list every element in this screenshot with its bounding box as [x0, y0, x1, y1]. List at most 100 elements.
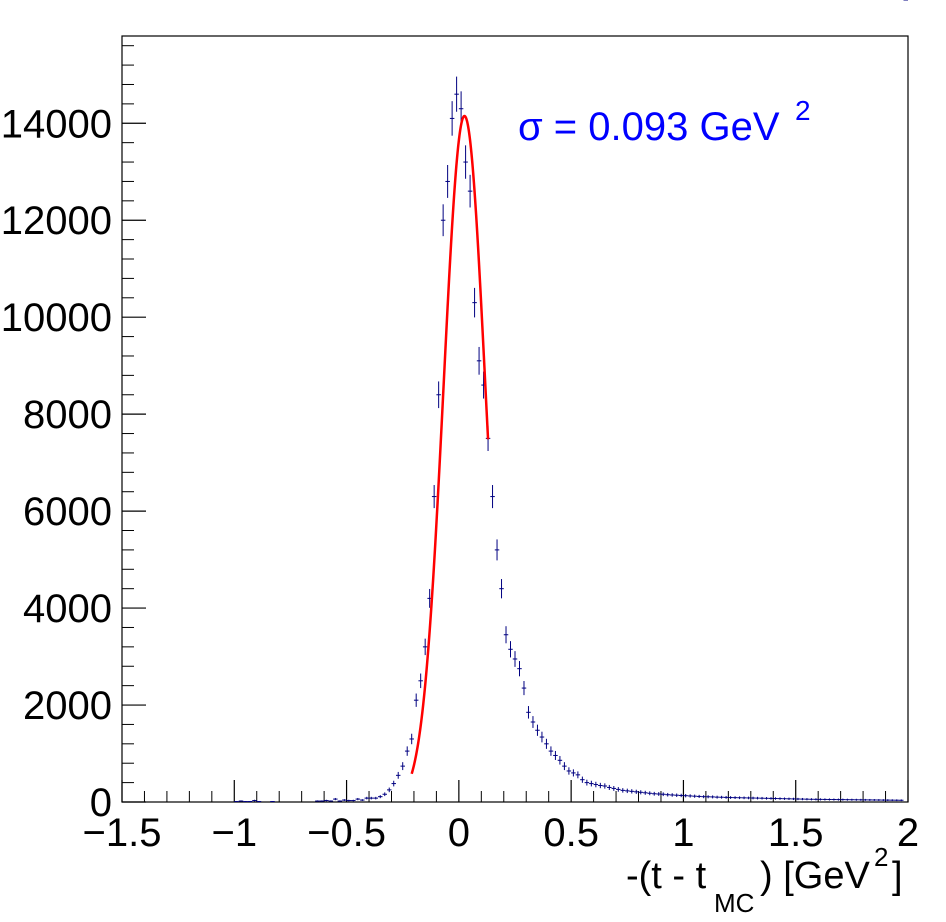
- data-point: [818, 798, 823, 801]
- data-point: [553, 750, 558, 760]
- data-point: [809, 798, 814, 801]
- data-point: [521, 681, 527, 696]
- svg-text:2: 2: [874, 842, 888, 872]
- data-point: [395, 771, 401, 779]
- data-point: [526, 706, 531, 719]
- data-point: [822, 798, 828, 801]
- data-point: [598, 782, 603, 789]
- data-point: [337, 800, 343, 802]
- data-point: [454, 76, 459, 112]
- data-point: [831, 798, 837, 801]
- data-point: [508, 641, 513, 658]
- x-tick-label: −0.5: [307, 811, 386, 855]
- x-tick-label: 0.5: [543, 811, 599, 855]
- data-point: [660, 792, 666, 797]
- data-point: [557, 756, 563, 765]
- data-point: [589, 780, 594, 787]
- data-point: [611, 785, 617, 791]
- data-point: [791, 797, 796, 801]
- data-point: [849, 798, 855, 801]
- svg-text:-(t - t: -(t - t: [626, 855, 707, 897]
- data-point: [490, 485, 495, 509]
- data-point: [467, 174, 473, 208]
- data-point: [503, 626, 509, 644]
- data-point: [750, 796, 756, 800]
- data-point: [252, 799, 257, 802]
- y-tick-label: 12000: [1, 199, 112, 243]
- data-point: [328, 800, 334, 802]
- data-point: [463, 145, 468, 179]
- data-point: [638, 790, 644, 795]
- data-point: [629, 789, 635, 794]
- data-point: [571, 769, 576, 777]
- data-point: [894, 799, 900, 802]
- data-point: [863, 798, 868, 801]
- x-tick-label: −1.5: [83, 811, 162, 855]
- data-point: [593, 781, 599, 788]
- y-tick-label: 0: [90, 781, 112, 825]
- data-point: [409, 733, 414, 745]
- data-point: [436, 381, 441, 409]
- y-tick-label: 4000: [23, 587, 112, 631]
- svg-text:) [GeV: ) [GeV: [760, 855, 870, 897]
- data-point: [795, 797, 801, 801]
- data-point: [890, 799, 895, 802]
- data-point: [449, 101, 455, 136]
- data-point: [669, 793, 675, 797]
- x-tick-label: 1.5: [768, 811, 824, 855]
- data-point: [705, 795, 711, 799]
- data-point: [342, 799, 347, 801]
- data-point: [858, 798, 864, 801]
- x-tick-labels: −1.5 −1 −0.5 0 0.5 1 1.5 2: [83, 811, 920, 855]
- data-point: [373, 796, 379, 800]
- x-tick-label: 1: [672, 811, 694, 855]
- data-point: [827, 798, 832, 801]
- data-point: [876, 799, 882, 801]
- y-tick-label: 2000: [23, 684, 112, 728]
- data-point: [786, 797, 792, 800]
- data-point: [620, 788, 626, 793]
- data-point: [719, 795, 724, 799]
- data-point: [517, 661, 522, 677]
- data-point: [535, 724, 540, 736]
- data-point: [696, 794, 702, 798]
- data-point: [544, 738, 549, 749]
- data-point: [270, 801, 275, 803]
- data-point: [584, 779, 590, 786]
- data-point: [616, 787, 621, 792]
- data-point: [728, 796, 733, 799]
- data-point: [319, 800, 325, 802]
- y-tick-label: 8000: [23, 393, 112, 437]
- data-point: [315, 800, 320, 802]
- data-point: [324, 799, 329, 802]
- data-point: [701, 795, 706, 799]
- svg-text:]: ]: [892, 855, 903, 897]
- data-point: [885, 799, 891, 802]
- data-point: [674, 793, 679, 797]
- data-point: [351, 799, 356, 802]
- data-point: [687, 794, 693, 798]
- axis-ticks: [121, 45, 909, 803]
- data-point: [386, 787, 392, 793]
- data-point: [651, 791, 657, 796]
- data-point: [422, 638, 428, 656]
- data-point: [364, 796, 370, 800]
- data-point: [238, 800, 244, 802]
- sigma-annotation: σ = 0.093 GeV: [518, 105, 780, 149]
- data-point: [440, 204, 446, 237]
- data-point: [777, 797, 783, 800]
- data-point: [360, 799, 365, 801]
- data-point: [647, 791, 652, 796]
- data-point: [530, 716, 536, 728]
- data-point: [741, 796, 747, 800]
- x-tick-label: 2: [897, 811, 919, 855]
- data-point: [737, 796, 742, 800]
- gaussian-fit-curve: [410, 114, 490, 775]
- data-point: [867, 798, 873, 801]
- data-point: [710, 795, 715, 799]
- data-point: [813, 798, 819, 801]
- x-tick-label: −1: [211, 811, 257, 855]
- y-tick-label: 14000: [1, 102, 112, 146]
- y-tick-label: 6000: [23, 490, 112, 534]
- data-point: [840, 798, 846, 801]
